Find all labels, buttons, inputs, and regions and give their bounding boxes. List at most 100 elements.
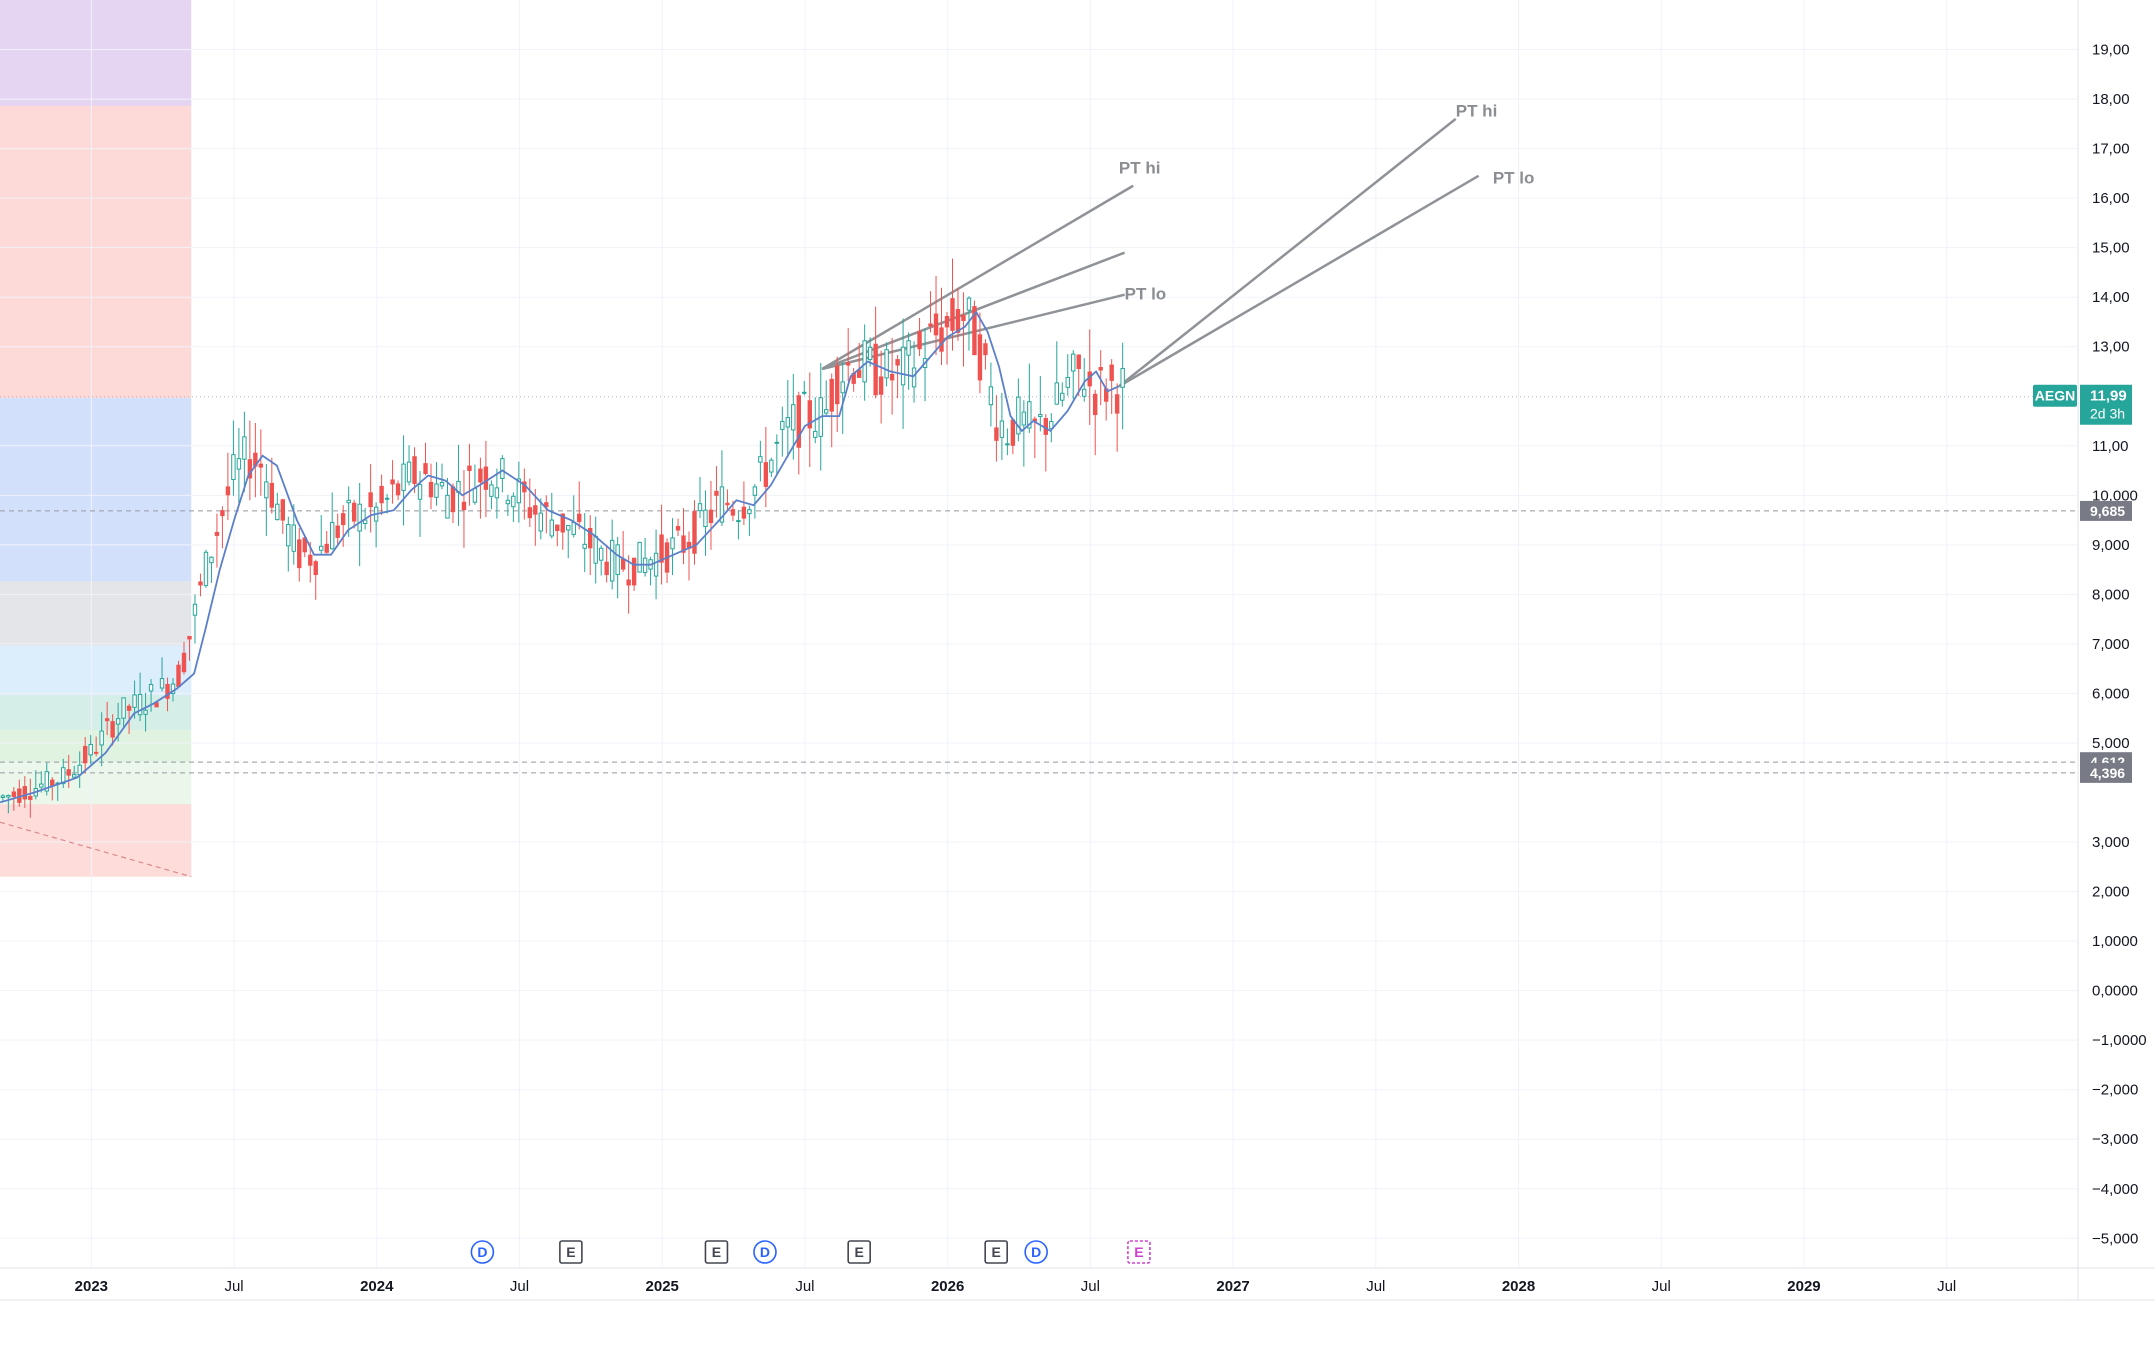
candle-down <box>1076 354 1081 397</box>
candle-up <box>319 515 324 554</box>
fib-zone <box>0 398 192 582</box>
candle-body <box>906 340 911 356</box>
trendline[interactable] <box>1118 174 1480 388</box>
last-price-label: 11,99 <box>2090 388 2127 405</box>
candle-body <box>500 458 505 479</box>
trendline[interactable] <box>821 184 1134 371</box>
candle-up <box>758 440 763 482</box>
candle-body <box>807 400 812 429</box>
symbol-tag[interactable] <box>2033 384 2077 407</box>
earnings-marker[interactable]: E <box>704 1240 729 1264</box>
earnings-box[interactable] <box>1127 1240 1151 1264</box>
candle-down <box>351 499 357 529</box>
time-tick-month: Jul <box>510 1278 529 1295</box>
price-tick-label: 13,00 <box>2092 339 2130 356</box>
candle-body <box>428 481 434 498</box>
candle-body <box>412 456 417 484</box>
candle-body <box>1054 382 1059 405</box>
candle-down <box>714 466 719 518</box>
candle-down <box>527 478 533 528</box>
candle-body <box>28 795 33 800</box>
upcoming-earnings-marker[interactable]: E <box>1127 1240 1151 1264</box>
candle-down <box>104 701 110 736</box>
candle-up <box>384 493 390 514</box>
candle-down <box>1109 359 1114 415</box>
earnings-box[interactable] <box>704 1240 729 1264</box>
trendlines-layer[interactable] <box>0 117 1480 878</box>
candle-body <box>999 420 1005 438</box>
price-tick-label: 19,00 <box>2092 42 2130 59</box>
candle-down <box>340 505 346 547</box>
price-tick-label: 6,000 <box>2092 685 2130 702</box>
earnings-marker[interactable]: E <box>847 1240 871 1264</box>
candles-layer <box>0 258 1125 818</box>
candle-body <box>873 343 878 396</box>
dividend-marker[interactable]: D <box>1024 1240 1048 1264</box>
earnings-box[interactable] <box>847 1240 871 1264</box>
candle-down <box>395 480 401 501</box>
earnings-marker[interactable]: E <box>559 1240 583 1264</box>
candle-up <box>0 793 6 802</box>
pt-lo-label: PT lo <box>1493 168 1535 187</box>
candle-body <box>220 510 225 517</box>
dividend-circle[interactable] <box>470 1240 495 1264</box>
candle-up <box>653 529 659 600</box>
price-tick-label: −3,000 <box>2092 1131 2138 1148</box>
candle-body <box>626 579 631 586</box>
time-axis[interactable]: 2023 Jul 2024 Jul 2025 Jul 2026 Jul 2027 Jul 2028 J… <box>0 1267 2155 1301</box>
candle-down <box>247 420 253 501</box>
candle-body <box>774 441 780 444</box>
fib-zone <box>0 695 192 731</box>
candle-up <box>373 502 379 548</box>
candle-body <box>763 462 769 487</box>
candle-down <box>467 443 472 506</box>
price-tick-label: 10,000 <box>2092 487 2138 504</box>
candle-body <box>829 378 834 412</box>
dividend-circle[interactable] <box>1024 1240 1048 1264</box>
candle-down <box>544 495 549 534</box>
earnings-marker[interactable]: E <box>984 1240 1008 1264</box>
candle-body <box>483 466 489 490</box>
dividend-marker[interactable]: D <box>753 1240 777 1264</box>
candle-body <box>1071 353 1076 372</box>
trendline[interactable] <box>0 821 192 878</box>
candle-up <box>966 296 972 351</box>
earnings-box[interactable] <box>559 1240 583 1264</box>
candle-down <box>450 483 456 524</box>
candle-down <box>664 538 670 583</box>
candle-body <box>264 481 269 499</box>
zones-layer <box>0 0 192 877</box>
candle-body <box>214 531 220 536</box>
candle-body <box>247 459 253 479</box>
candle-up <box>346 486 351 537</box>
dividend-circle[interactable] <box>753 1240 777 1264</box>
last-price-tag <box>2080 384 2132 425</box>
candle-body <box>242 436 247 460</box>
candle-body <box>977 334 983 381</box>
dividend-marker[interactable]: D <box>470 1240 495 1264</box>
candle-body <box>961 315 966 321</box>
time-tick-year: 2024 <box>360 1278 394 1295</box>
candle-body <box>747 509 752 515</box>
trendline[interactable] <box>1118 117 1457 388</box>
candle-body <box>1114 394 1120 414</box>
earnings-box[interactable] <box>984 1240 1008 1264</box>
candle-body <box>362 519 368 525</box>
candle-body <box>143 709 148 715</box>
candle-down <box>269 457 275 514</box>
price-axis[interactable]: 19,00 18,00 17,00 16,00 15,00 14,00 13,00 11,00… <box>2033 0 2155 1300</box>
candle-body <box>725 502 730 506</box>
candle-down <box>253 422 258 498</box>
candle-body <box>286 524 291 547</box>
candle-body <box>566 525 571 531</box>
candle-down <box>1098 350 1103 406</box>
candle-body <box>346 499 351 504</box>
candle-body <box>494 487 500 499</box>
candle-body <box>533 505 538 515</box>
candle-body <box>867 346 873 361</box>
candle-up <box>703 490 708 556</box>
candle-body <box>478 468 483 483</box>
